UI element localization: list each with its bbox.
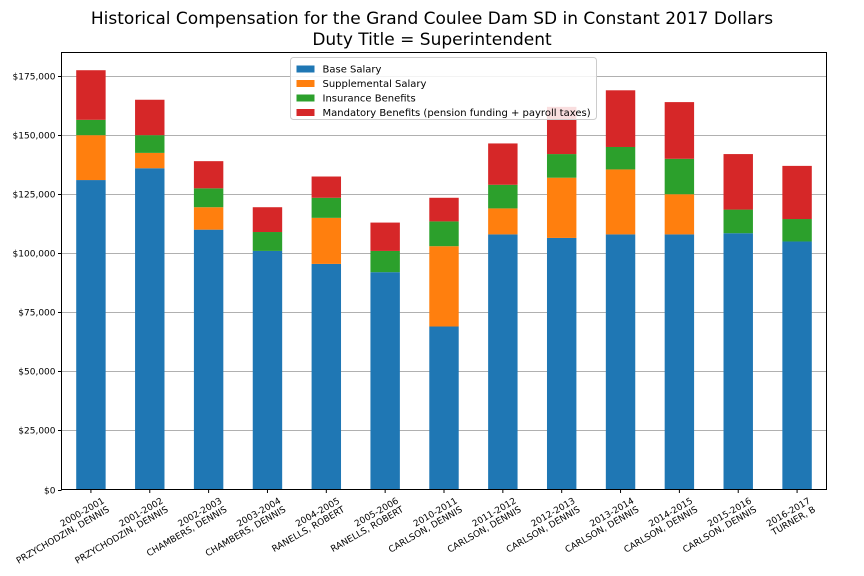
x-tick: 2016-2017TURNER, B xyxy=(764,489,818,539)
legend-swatch xyxy=(296,80,315,87)
bar-segment xyxy=(782,219,812,242)
legend-box xyxy=(290,57,597,120)
bar-stacks xyxy=(76,70,812,490)
y-tick: $75,000 xyxy=(18,309,62,319)
bar-segment xyxy=(429,197,459,222)
bar-segment xyxy=(664,102,695,159)
y-tick-label: $100,000 xyxy=(13,250,56,260)
bar-segment xyxy=(193,207,224,230)
bar-segment xyxy=(193,161,224,189)
y-tick-label: $50,000 xyxy=(18,368,55,378)
bar-segment xyxy=(76,135,106,181)
y-tick-label: $0 xyxy=(44,487,56,497)
y-tick: $175,000 xyxy=(13,73,62,83)
bar-segment xyxy=(723,154,753,210)
bar-segment xyxy=(76,70,106,120)
bar-segment xyxy=(429,246,459,327)
bar-segment xyxy=(370,222,400,251)
bar-segment xyxy=(723,233,753,490)
bar-segment xyxy=(546,177,577,238)
bar-segment xyxy=(311,176,342,198)
y-tick: $25,000 xyxy=(18,427,62,437)
bar-segment xyxy=(664,158,695,195)
bar-segment xyxy=(370,250,400,273)
legend-label: Insurance Benefits xyxy=(323,94,416,105)
bar-segment xyxy=(605,90,636,147)
bar-segment xyxy=(135,135,165,153)
y-axis-ticks: $0 $25,000 $50,000 $75,000 $100,000 $125,000 $… xyxy=(13,73,62,497)
y-tick: $100,000 xyxy=(13,250,62,260)
bar-segment xyxy=(76,119,106,136)
y-tick-label: $150,000 xyxy=(13,132,56,142)
legend-label: Supplemental Salary xyxy=(323,79,427,90)
bar-segment xyxy=(664,234,695,490)
bar-segment xyxy=(370,272,400,490)
bar-segment xyxy=(488,143,518,185)
legend-swatch xyxy=(296,65,315,73)
x-axis-ticks: 2000-2001PRZYCHODZIN, DENNIS 2001-2002PRZ… xyxy=(15,489,818,567)
y-tick-label: $125,000 xyxy=(13,191,56,201)
bar-segment xyxy=(311,217,342,264)
y-tick: $50,000 xyxy=(18,368,62,378)
bar-segment xyxy=(311,197,342,218)
legend: Base Salary Supplemental Salary Insurance … xyxy=(290,57,597,120)
bar-segment xyxy=(252,232,283,251)
bar-segment xyxy=(135,168,165,490)
y-tick-label: $25,000 xyxy=(18,427,55,437)
bar-segment xyxy=(723,209,753,234)
bar-segment xyxy=(193,188,224,208)
chart-subtitle: Duty Title = Superintendent xyxy=(312,30,552,50)
legend-label: Base Salary xyxy=(323,65,382,76)
bar-segment xyxy=(782,241,812,490)
bar-segment xyxy=(429,326,459,490)
y-tick: $125,000 xyxy=(13,191,62,201)
bar-segment xyxy=(664,194,695,235)
bar-segment xyxy=(135,99,165,136)
y-tick: $150,000 xyxy=(13,132,62,142)
legend-label: Mandatory Benefits (pension funding + pa… xyxy=(323,108,591,119)
bar-segment xyxy=(546,154,577,178)
y-tick-label: $175,000 xyxy=(13,73,56,83)
bar-segment xyxy=(135,152,165,169)
legend-swatch xyxy=(296,109,315,116)
bar-segment xyxy=(311,263,342,490)
bar-segment xyxy=(429,221,459,247)
bar-segment xyxy=(193,229,224,490)
bar-segment xyxy=(488,234,518,490)
bar-segment xyxy=(546,237,577,490)
bar-segment xyxy=(605,234,636,490)
bar-segment xyxy=(605,169,636,235)
x-tick-label: 2016-2017TURNER, B xyxy=(764,496,817,538)
y-tick: $0 xyxy=(44,487,62,497)
bar-segment xyxy=(252,207,283,233)
bar-segment xyxy=(782,165,812,220)
bar-segment xyxy=(488,208,518,235)
y-tick-label: $75,000 xyxy=(18,309,55,319)
legend-swatch xyxy=(296,94,315,102)
bar-segment xyxy=(488,184,518,209)
chart-title: Historical Compensation for the Grand Co… xyxy=(90,9,774,29)
bar-segment xyxy=(605,146,636,170)
bar-segment xyxy=(76,180,106,490)
bar-segment xyxy=(252,250,283,490)
